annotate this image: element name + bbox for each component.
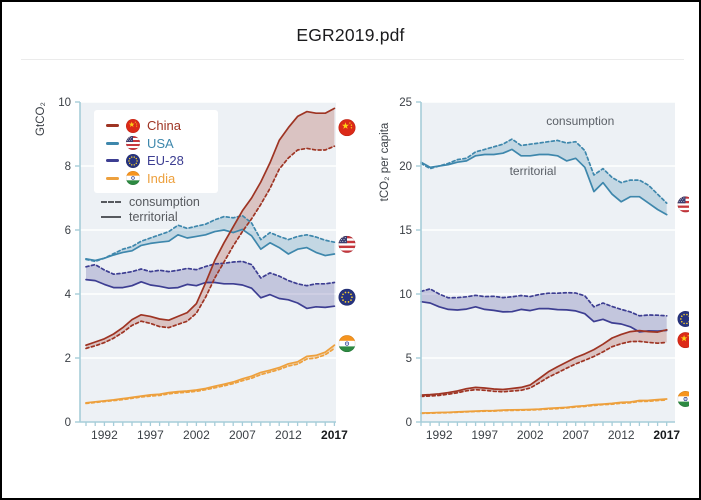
right-x-tick-label-2007: 2007: [562, 428, 589, 442]
legend-item-usa: USA: [106, 135, 210, 153]
right-annotation-territorial: territorial: [510, 164, 557, 178]
right-line-usa-territorial: [420, 148, 668, 216]
left-x-tick-label-1997: 1997: [137, 428, 164, 442]
right-y-axis-label: tCO₂ per capita: [379, 122, 391, 201]
right-line-eu-consumption: [420, 288, 668, 317]
chart-legend: China USA EU-28 India: [94, 110, 218, 193]
left-y-tick-label-8: 8: [65, 161, 71, 173]
eu-flag-icon: [338, 288, 356, 306]
dashed-line-icon: [101, 200, 121, 203]
left-line-usa-territorial: [85, 228, 336, 262]
legend-label-eu: EU-28: [147, 153, 184, 169]
usa-flag-icon: [338, 235, 356, 253]
left-x-tick-label-1992: 1992: [91, 428, 118, 442]
right-x-tick-label-2002: 2002: [517, 428, 544, 442]
right-y-tick-label-15: 15: [399, 225, 412, 237]
legend-label-usa: USA: [147, 135, 174, 151]
right-line-china-territorial: [420, 328, 668, 396]
legend-item-eu: EU-28: [106, 152, 210, 170]
title-separator: [21, 59, 684, 60]
india-line-sample: [106, 176, 119, 180]
left-line-india-territorial: [85, 344, 336, 404]
left-line-usa-consumption: [85, 214, 336, 263]
line-style-legend: consumption territorial: [101, 194, 200, 225]
legend-item-consumption: consumption: [101, 194, 200, 210]
left-line-china-consumption: [85, 145, 336, 350]
right-line-eu-territorial: [420, 300, 668, 333]
usa-line-sample: [106, 141, 119, 145]
left-y-tick-label-4: 4: [65, 289, 72, 301]
india-flag-icon: [126, 171, 140, 186]
usa-flag-icon: [677, 196, 689, 213]
china-line-sample: [106, 124, 119, 128]
china-flag-icon: [677, 332, 689, 349]
right-line-china-consumption: [420, 340, 668, 398]
left-x-tick-label-2007: 2007: [229, 428, 256, 442]
left-line-india-consumption: [85, 347, 336, 405]
right-band-eu: [421, 288, 667, 332]
document-title: EGR2019.pdf: [296, 25, 405, 45]
right-line-usa-consumption: [420, 138, 668, 204]
right-line-india-consumption: [420, 399, 668, 415]
china-flag-icon: [338, 119, 356, 137]
right-y-tick-label-10: 10: [399, 289, 412, 301]
india-flag-icon: [338, 335, 356, 353]
china-flag-icon: [126, 118, 140, 133]
legend-item-territorial: territorial: [101, 210, 200, 226]
right-x-tick-label-2012: 2012: [608, 428, 635, 442]
india-flag-icon: [677, 390, 689, 407]
left-x-tick-label-2012: 2012: [275, 428, 302, 442]
eu-flag-icon: [677, 310, 689, 327]
left-x-tick-label-2017: 2017: [321, 428, 348, 442]
left-y-tick-label-0: 0: [65, 417, 71, 429]
legend-label-india: India: [147, 170, 176, 186]
left-y-axis-label: GtCO₂: [35, 102, 47, 136]
right-y-tick-label-25: 25: [399, 97, 412, 109]
eu-flag-icon: [126, 153, 140, 168]
left-y-tick-label-2: 2: [65, 353, 71, 365]
left-y-tick-label-10: 10: [58, 97, 71, 109]
legend-label-consumption: consumption: [129, 194, 200, 209]
legend-label-territorial: territorial: [129, 210, 178, 225]
right-x-tick-label-2017: 2017: [653, 428, 680, 442]
right-y-tick-label-20: 20: [399, 161, 412, 173]
right-annotation-consumption: consumption: [546, 114, 614, 128]
left-band-china: [86, 108, 335, 349]
right-x-tick-label-1992: 1992: [426, 428, 453, 442]
left-line-china-territorial: [85, 107, 336, 347]
right-y-tick-label-5: 5: [406, 353, 412, 365]
legend-label-china: China: [147, 118, 181, 134]
eu-line-sample: [106, 159, 119, 163]
left-line-eu-territorial: [85, 278, 336, 310]
left-line-eu-consumption: [85, 260, 336, 287]
legend-item-india: India: [106, 170, 210, 188]
right-chart: 0 5 10 15 20 25 1992 1997 2002 2007 2012 2017 tCO₂ p…: [379, 97, 689, 442]
left-x-tick-label-2002: 2002: [183, 428, 210, 442]
right-band-china: [421, 329, 667, 397]
right-y-tick-label-0: 0: [406, 417, 412, 429]
left-y-tick-label-6: 6: [65, 225, 71, 237]
legend-item-china: China: [106, 117, 210, 135]
right-x-tick-label-1997: 1997: [471, 428, 498, 442]
usa-flag-icon: [126, 136, 140, 151]
left-band-eu: [86, 261, 335, 309]
solid-line-icon: [101, 216, 121, 219]
